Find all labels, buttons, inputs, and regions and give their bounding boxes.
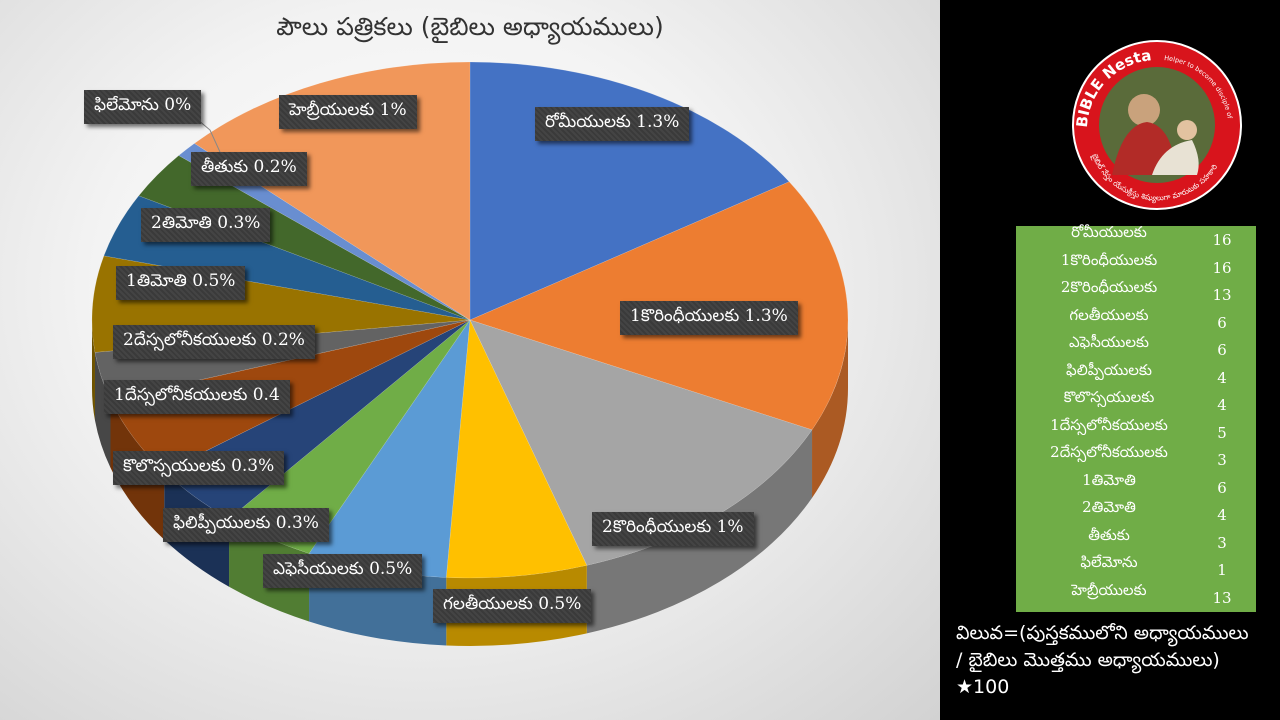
table-cell-name: రోమీయులకు — [1071, 223, 1147, 241]
formula-line-3: ★100 — [956, 676, 1010, 698]
table-cell-name: 2తిమోతి — [1082, 498, 1136, 516]
pie-data-label: ఫిలిప్పీయులకు 0.3% — [163, 508, 329, 542]
table-row: రోమీయులకు 16 — [1016, 223, 1256, 254]
table-row: కొలొస్సయులకు 4 — [1016, 388, 1256, 419]
table-cell-value: 3 — [1217, 533, 1227, 552]
pie-data-label: హెబ్రీయులకు 1% — [279, 95, 417, 129]
table-cell-value: 1 — [1217, 561, 1227, 579]
table-cell-name: 1తిమోతి — [1082, 470, 1136, 489]
pie-slice-side — [812, 320, 848, 498]
table-cell-value: 16 — [1212, 258, 1232, 277]
table-cell-name: గలతీయులకు — [1069, 305, 1149, 324]
pie-slice-side — [94, 352, 111, 468]
table-row: తీతుకు 3 — [1016, 525, 1256, 557]
table-cell-name: 2కొరింధీయులకు — [1060, 278, 1158, 296]
table-row: 2దేస్సలోనీకయులకు 3 — [1016, 443, 1256, 474]
table-cell-value: 6 — [1217, 478, 1227, 497]
pie-slice — [138, 155, 471, 321]
table-cell-name: తీతుకు — [1088, 525, 1130, 544]
table-row: 2తిమోతి 4 — [1016, 498, 1256, 529]
table-row: ఎఫెసీయులకు 6 — [1016, 333, 1256, 364]
pie-data-label: రోమీయులకు 1.3% — [535, 107, 690, 141]
table-row: 1తిమోతి 6 — [1016, 470, 1256, 502]
table-row: 1దేస్సలోనీకయులకు 5 — [1016, 415, 1256, 447]
pie-data-label: ఎఫెసీయులకు 0.5% — [263, 554, 423, 588]
pie-data-label: 2కొరింధీయులకు 1% — [592, 512, 754, 546]
pie-data-label: 1తిమోతి 0.5% — [116, 266, 246, 300]
table-row: ఫిలిప్పీయులకు 4 — [1016, 360, 1256, 392]
pie-data-label: గలతీయులకు 0.5% — [433, 589, 592, 623]
table-row: హెబ్రీయులకు 13 — [1016, 580, 1256, 612]
pie-data-label: 1కొరింధీయులకు 1.3% — [620, 301, 798, 335]
chart-area: పౌలు పత్రికలు (బైబిలు అధ్యాయములు) రోమీయు… — [0, 0, 940, 720]
pie-data-label: తీతుకు 0.2% — [191, 152, 307, 186]
pie-slice — [445, 319, 588, 579]
table-cell-value: 4 — [1217, 506, 1227, 524]
table-row: గలతీయులకు 6 — [1016, 305, 1256, 337]
table-cell-value: 13 — [1212, 286, 1232, 304]
table-row: 2కొరింధీయులకు 13 — [1016, 278, 1256, 309]
table-cell-value: 6 — [1217, 341, 1227, 359]
bible-nestam-logo: BIBLE Nestam Helper to become disciple o… — [1052, 40, 1242, 210]
table-cell-value: 6 — [1217, 313, 1227, 332]
table-cell-name: 1కొరింధీయులకు — [1060, 250, 1158, 269]
table-cell-value: 5 — [1217, 423, 1227, 442]
table-cell-name: ఎఫెసీయులకు — [1069, 333, 1149, 351]
formula-note: విలువ=(పుస్తకములోని అధ్యాయములు / బైబిలు … — [956, 620, 1276, 701]
leader-line — [197, 119, 221, 153]
chart-title: పౌలు పత్రికలు (బైబిలు అధ్యాయములు) — [276, 12, 664, 41]
table-cell-value: 4 — [1217, 396, 1227, 414]
pie-slice-side — [92, 320, 95, 421]
table-cell-name: ఫిలేమోను — [1080, 553, 1138, 571]
pie-data-label: 2దేస్సలోనీకయులకు 0.2% — [113, 325, 315, 359]
table-cell-value: 3 — [1217, 451, 1227, 469]
pie-data-label: ఫిలేమోను 0% — [84, 90, 202, 124]
table-cell-value: 16 — [1212, 231, 1232, 249]
table-cell-name: 1దేస్సలోనీకయులకు — [1050, 415, 1168, 434]
pie-slice — [178, 143, 471, 321]
table-cell-value: 13 — [1212, 588, 1232, 607]
table-cell-name: హెబ్రీయులకు — [1071, 580, 1147, 599]
pie-data-label: 2తిమోతి 0.3% — [141, 208, 271, 242]
chapters-table: రోమీయులకు 16 1కొరింధీయులకు 16 2కొరింధీయులకు 1… — [1016, 223, 1256, 612]
pie-data-label: కొలొస్సయులకు 0.3% — [113, 451, 285, 485]
table-cell-name: ఫిలిప్పీయులకు — [1066, 360, 1152, 379]
table-row: ఫిలేమోను 1 — [1016, 553, 1256, 584]
table-cell-value: 4 — [1217, 368, 1227, 387]
pie-data-label: 1దేస్సలోనీకయులకు 0.4 — [104, 380, 290, 414]
formula-line-1: విలువ=(పుస్తకములోని అధ్యాయములు — [956, 622, 1249, 644]
table-cell-name: 2దేస్సలోనీకయులకు — [1050, 443, 1168, 461]
table-cell-name: కొలొస్సయులకు — [1063, 388, 1155, 406]
formula-line-2: / బైబిలు మొత్తము అధ్యాయములు) — [956, 649, 1220, 671]
table-row: 1కొరింధీయులకు 16 — [1016, 250, 1256, 282]
